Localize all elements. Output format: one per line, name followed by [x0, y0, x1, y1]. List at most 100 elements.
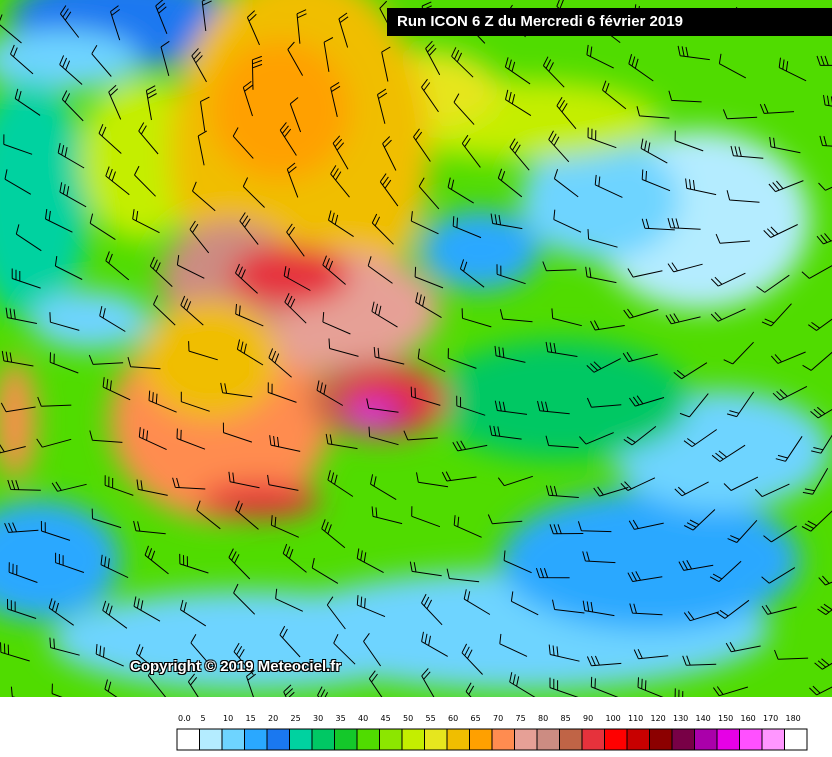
- wind-barb: [279, 625, 301, 658]
- wind-barb: [761, 567, 796, 584]
- wind-barb: [553, 169, 579, 198]
- wind-barb: [816, 55, 832, 66]
- wind-barb: [685, 178, 717, 196]
- wind-barb: [0, 444, 26, 454]
- wind-barb: [269, 435, 301, 452]
- wind-barb: [582, 551, 616, 564]
- legend-label: 100: [606, 714, 621, 723]
- legend-swatch: [424, 728, 448, 751]
- wind-barb: [553, 209, 582, 233]
- wind-barb: [763, 224, 798, 238]
- wind-barb: [188, 341, 218, 361]
- wind-barb: [59, 55, 83, 85]
- wind-barb: [316, 380, 344, 406]
- wind-barb: [582, 600, 615, 617]
- wind-barb: [679, 393, 709, 418]
- wind-barb: [774, 649, 809, 660]
- wind-region: [80, 80, 200, 240]
- wind-barb: [233, 642, 254, 676]
- wind-barb: [180, 391, 210, 412]
- wind-barb: [323, 37, 334, 72]
- wind-barb: [284, 292, 307, 324]
- wind-barb: [414, 266, 444, 289]
- wind-region: [430, 340, 690, 460]
- wind-barb: [180, 599, 207, 627]
- legend-swatch: [761, 728, 785, 751]
- wind-barb: [411, 506, 441, 528]
- wind-barb: [459, 259, 485, 288]
- legend-label: 80: [538, 714, 548, 723]
- wind-barb: [317, 686, 329, 697]
- wind-barb: [623, 426, 657, 446]
- wind-barb: [220, 382, 253, 398]
- wind-barb: [235, 500, 259, 530]
- wind-barb: [585, 266, 617, 284]
- wind-barb: [503, 550, 532, 574]
- wind-barb: [105, 166, 130, 196]
- wind-barb: [620, 477, 656, 491]
- wind-barb: [494, 345, 526, 363]
- wind-barb: [628, 54, 654, 82]
- wind-barb: [176, 255, 205, 279]
- wind-barb: [636, 106, 670, 119]
- wind-barb: [235, 303, 264, 327]
- wind-barb: [36, 438, 72, 448]
- wind-barb: [95, 644, 124, 667]
- legend-swatch: [334, 728, 358, 751]
- legend-label: 65: [471, 714, 481, 723]
- wind-barb: [51, 683, 63, 697]
- wind-barb: [59, 182, 87, 208]
- wind-barb: [418, 177, 440, 210]
- wind-barb: [135, 644, 160, 674]
- wind-barb: [4, 169, 32, 195]
- wind-barb: [147, 666, 167, 697]
- wind-barb: [102, 600, 128, 629]
- legend-swatch: [244, 728, 268, 751]
- wind-barb: [330, 81, 341, 118]
- wind-barb: [49, 637, 80, 656]
- wind-barb: [155, 0, 168, 34]
- wind-barb: [321, 519, 346, 549]
- wind-barb: [368, 426, 399, 446]
- legend-label: 0.0: [178, 714, 191, 723]
- wind-barb: [722, 109, 758, 120]
- wind-barb: [640, 138, 668, 164]
- wind-barb: [447, 177, 474, 204]
- wind-barb: [818, 575, 832, 586]
- wind-barb: [180, 295, 204, 326]
- wind-barb: [328, 338, 359, 357]
- wind-barb: [673, 362, 708, 380]
- wind-barb: [138, 122, 159, 155]
- legend-swatch: [311, 728, 335, 751]
- legend-label: 50: [403, 714, 413, 723]
- wind-barb: [818, 182, 832, 191]
- wind-barb: [810, 406, 832, 419]
- wind-barb: [665, 313, 701, 325]
- wind-region: [140, 300, 280, 420]
- wind-barb: [490, 213, 523, 230]
- wind-barb: [190, 634, 211, 666]
- wind-barb: [322, 312, 351, 335]
- wind-barb: [499, 309, 533, 323]
- wind-region: [210, 40, 350, 180]
- wind-barb: [377, 88, 388, 124]
- wind-barb: [45, 209, 73, 233]
- wind-barb: [819, 135, 832, 147]
- wind-barb: [134, 165, 156, 197]
- wind-barb: [191, 48, 207, 83]
- legend-label: 160: [741, 714, 756, 723]
- legend-label: 15: [246, 714, 256, 723]
- wind-barb: [683, 611, 720, 622]
- wind-barb: [0, 14, 22, 44]
- wind-barb: [283, 266, 311, 291]
- wind-barb: [453, 93, 475, 125]
- wind-barb: [409, 561, 442, 577]
- wind-barb: [110, 5, 121, 41]
- wind-barb: [371, 301, 398, 328]
- wind-barb: [823, 95, 832, 107]
- wind-barb: [267, 382, 297, 403]
- wind-barb: [497, 168, 523, 198]
- wind-barb: [453, 515, 482, 538]
- wind-barb: [463, 589, 491, 615]
